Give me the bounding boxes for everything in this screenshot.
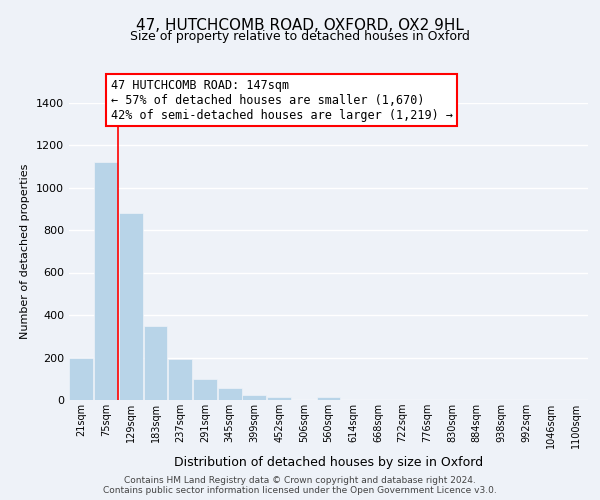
- Text: 47 HUTCHCOMB ROAD: 147sqm
← 57% of detached houses are smaller (1,670)
42% of se: 47 HUTCHCOMB ROAD: 147sqm ← 57% of detac…: [110, 78, 452, 122]
- Bar: [119, 213, 143, 400]
- Bar: [242, 394, 266, 400]
- Bar: [267, 397, 291, 400]
- Bar: [168, 358, 192, 400]
- Text: 47, HUTCHCOMB ROAD, OXFORD, OX2 9HL: 47, HUTCHCOMB ROAD, OXFORD, OX2 9HL: [136, 18, 464, 32]
- Text: Size of property relative to detached houses in Oxford: Size of property relative to detached ho…: [130, 30, 470, 43]
- Bar: [70, 358, 94, 400]
- Bar: [317, 397, 340, 400]
- Bar: [94, 162, 118, 400]
- Text: Contains public sector information licensed under the Open Government Licence v3: Contains public sector information licen…: [103, 486, 497, 495]
- X-axis label: Distribution of detached houses by size in Oxford: Distribution of detached houses by size …: [174, 456, 483, 469]
- Y-axis label: Number of detached properties: Number of detached properties: [20, 164, 31, 339]
- Bar: [193, 379, 217, 400]
- Bar: [143, 326, 167, 400]
- Bar: [218, 388, 242, 400]
- Text: Contains HM Land Registry data © Crown copyright and database right 2024.: Contains HM Land Registry data © Crown c…: [124, 476, 476, 485]
